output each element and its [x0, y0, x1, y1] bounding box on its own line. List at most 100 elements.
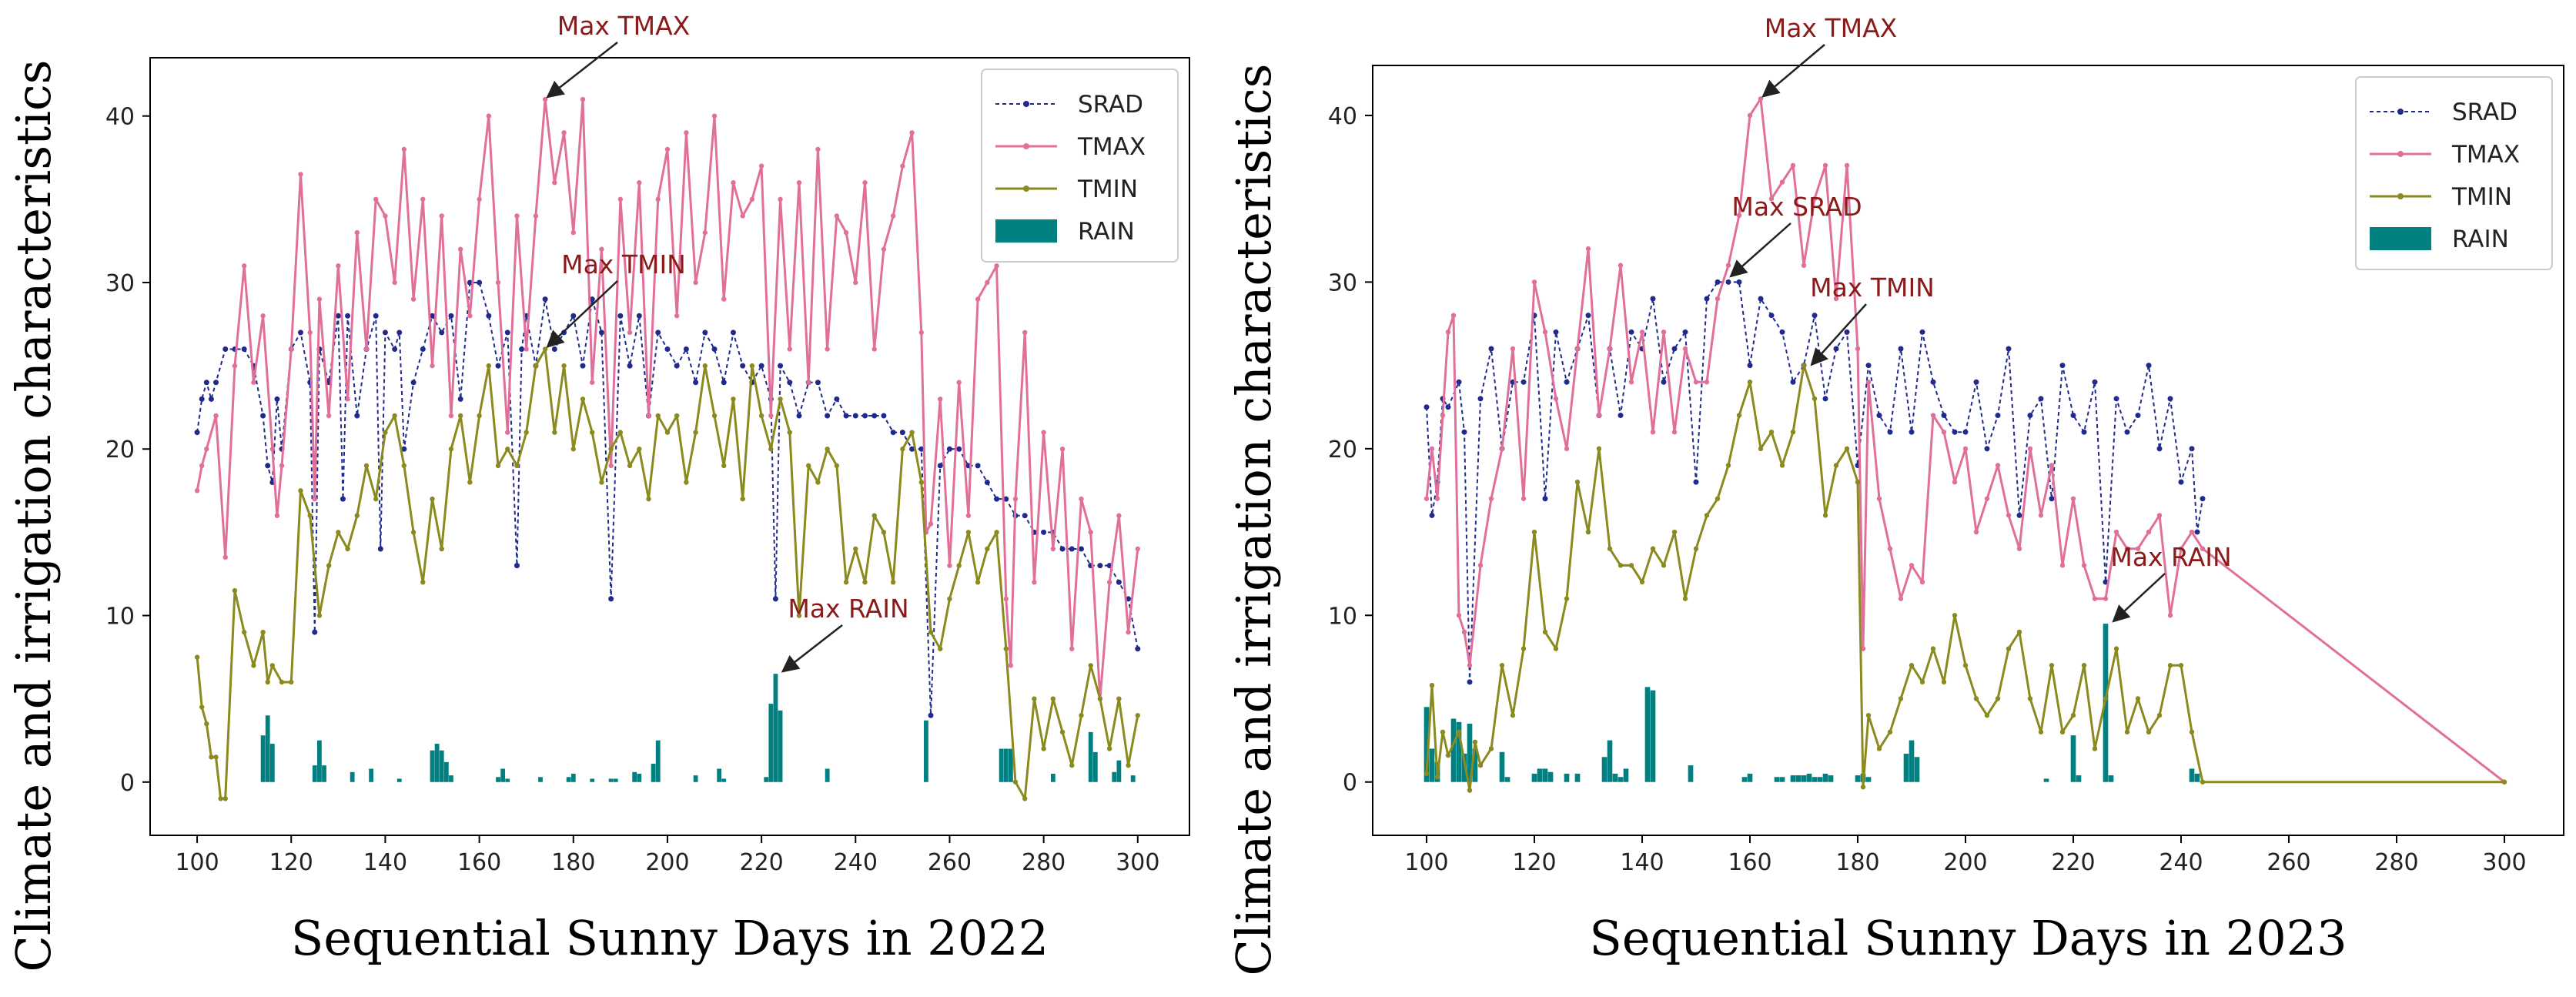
tmin-point [702, 363, 708, 369]
tmax-point [1758, 96, 1764, 102]
srad-point [772, 596, 778, 602]
tmax-point [938, 396, 943, 402]
tmin-point [336, 530, 341, 535]
srad-point [1467, 679, 1473, 685]
tmin-point [401, 463, 407, 469]
tmax-point [269, 447, 276, 452]
tmin-point [608, 447, 614, 452]
tmax-point [975, 296, 981, 302]
srad-point [1909, 429, 1915, 435]
y-tick-label: 10 [1328, 603, 1357, 630]
legend-label: SRAD [2452, 99, 2517, 126]
tmin-point [684, 480, 689, 485]
tmax-point [1725, 263, 1731, 268]
tmax-point [1984, 496, 1990, 501]
srad-point [1126, 596, 1132, 602]
tmin-point [2103, 696, 2109, 701]
srad-point [2124, 429, 2130, 435]
annotation-arrow [2112, 573, 2166, 623]
srad-point [608, 596, 614, 602]
y-tick-label: 20 [1328, 437, 1357, 463]
tmin-point [1952, 613, 1958, 618]
tmin-point [209, 754, 214, 760]
tmax-point [1069, 646, 1075, 651]
srad-point [1097, 563, 1103, 569]
x-axis-label: Sequential Sunny Days in 2023 [1589, 910, 2347, 966]
tmin-point [477, 413, 482, 419]
srad-point [377, 546, 383, 552]
tmin-point [749, 363, 755, 369]
tmin-point [1790, 429, 1796, 435]
srad-point [1461, 429, 1467, 435]
tmax-point [383, 213, 388, 219]
tmax-point [401, 146, 407, 152]
srad-point [1844, 329, 1850, 335]
tmin-point [218, 796, 223, 801]
rain-bar [1855, 775, 1861, 782]
tmax-point [721, 296, 727, 302]
srad-point [2049, 496, 2055, 502]
tmin-point [260, 629, 266, 635]
y-tick-label: 40 [105, 104, 135, 131]
tmax-point [637, 180, 642, 186]
legend-swatch-rain [995, 219, 1057, 243]
chart-panel-2: 100 120 140 160 180 200 220 240 260 280 300 0 10 20 30… [1226, 13, 2564, 975]
tmax-point [1822, 162, 1828, 169]
tmin-point [900, 447, 905, 452]
tmin-point [345, 546, 350, 552]
tmax-point [702, 229, 708, 236]
tmax-point [542, 96, 548, 102]
tmin-point [590, 430, 595, 435]
srad-point [222, 346, 229, 352]
x-tick-label: 120 [1512, 849, 1556, 876]
rain-bar [632, 771, 637, 782]
tmin-point [326, 563, 332, 568]
srad-point [1736, 279, 1742, 285]
rain-bar [1130, 775, 1136, 782]
tmax-point [1079, 496, 1084, 502]
tmin-point [269, 663, 276, 668]
srad-point [740, 363, 746, 369]
tmax-point [1790, 162, 1796, 169]
rain-bar [1817, 777, 1823, 782]
tmax-point [1521, 496, 1527, 501]
rain-bar [1914, 757, 1920, 782]
x-tick-label: 200 [1943, 849, 1987, 876]
tmin-point [787, 430, 792, 435]
tmax-point [862, 180, 868, 186]
srad-point [260, 413, 266, 419]
tmax-point [815, 146, 821, 152]
tmax-point [457, 246, 463, 252]
tmin-point [213, 754, 219, 760]
tmax-point [570, 229, 576, 236]
srad-point [439, 330, 445, 336]
annotation-label: Max SRAD [1731, 192, 1862, 222]
rain-bar [1601, 757, 1607, 782]
tmin-point [627, 463, 633, 469]
srad-point [373, 313, 379, 319]
tmax-point [1423, 496, 1430, 501]
tmax-point [1456, 613, 1462, 618]
tmax-point [2124, 546, 2130, 551]
tmin-line [1425, 364, 2504, 792]
tmin-point [2501, 779, 2507, 785]
srad-point [194, 430, 200, 436]
tmin-point [2027, 696, 2033, 701]
tmin-point [975, 580, 981, 585]
tmin-point [1725, 463, 1731, 468]
tmin-point [204, 721, 209, 727]
tmin-point [796, 613, 802, 618]
tmin-point [740, 496, 745, 502]
rain-bar [1008, 748, 1013, 782]
tmax-point [439, 213, 444, 219]
srad-point [1022, 513, 1028, 519]
rain-bar [768, 704, 774, 782]
tmax-point [2049, 463, 2055, 468]
tmax-point [2189, 529, 2195, 535]
srad-point [1135, 646, 1141, 652]
srad-point [994, 496, 1000, 502]
tmin-point [194, 654, 200, 660]
tmax-point [1887, 546, 1893, 551]
tmin-point [279, 679, 285, 685]
